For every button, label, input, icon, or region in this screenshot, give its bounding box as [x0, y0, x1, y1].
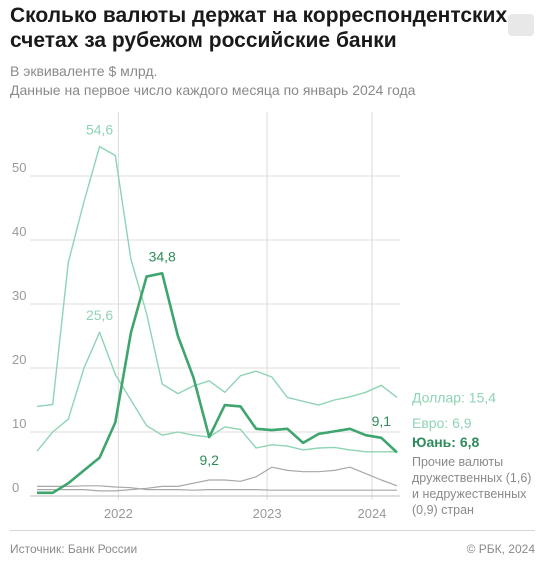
chart-title: Сколько валюты держат на корреспондентск…	[10, 3, 510, 53]
y-tick-label: 20	[12, 352, 26, 367]
legend-euro: Евро: 6,9	[412, 415, 472, 431]
chart-subtitle-line1: В эквиваленте $ млрд.	[10, 63, 158, 79]
legend-yuan: Юань: 6,8	[412, 434, 480, 450]
legend-dollar: Доллар: 15,4	[412, 389, 496, 405]
x-tick-label: 2022	[104, 506, 133, 521]
rbc-logo-icon	[508, 14, 534, 36]
series-line-other_unfriendly	[37, 485, 397, 491]
series-line-other_friendly	[37, 466, 398, 492]
x-tick-label: 2023	[253, 506, 282, 521]
chart-subtitle: В эквиваленте $ млрд. Данные на первое ч…	[10, 62, 415, 100]
copyright-note: © РБК, 2024	[466, 542, 535, 556]
series-line-dollar	[36, 145, 398, 408]
series-line-yuan	[37, 271, 398, 495]
y-tick-label: 40	[12, 224, 26, 239]
data-label: 54,6	[86, 122, 113, 138]
y-tick-label: 0	[12, 480, 19, 495]
x-tick-label: 2024	[357, 506, 386, 521]
y-tick-label: 50	[12, 160, 26, 175]
legend-other-line: дружественных (1,6)	[412, 471, 531, 485]
data-label: 9,2	[199, 452, 219, 468]
chart-title-line1: Сколько валюты держат на корреспондентск…	[10, 4, 508, 27]
legend-other-line: (0,9) стран	[412, 503, 474, 517]
legend-other-line: Прочие валюты	[412, 455, 503, 469]
data-label: 9,1	[372, 413, 392, 429]
data-label: 34,8	[149, 248, 176, 264]
data-label: 25,6	[86, 307, 113, 323]
series-line-euro	[36, 331, 397, 453]
source-note: Источник: Банк России	[10, 542, 138, 556]
y-tick-label: 30	[12, 288, 26, 303]
chart-title-line2: счетах за рубежом российские банки	[10, 29, 397, 52]
chart-subtitle-line2: Данные на первое число каждого месяца по…	[10, 82, 416, 98]
y-tick-label: 10	[12, 416, 26, 431]
footer-divider	[10, 530, 535, 531]
legend-other-line: и недружественных	[412, 487, 527, 501]
